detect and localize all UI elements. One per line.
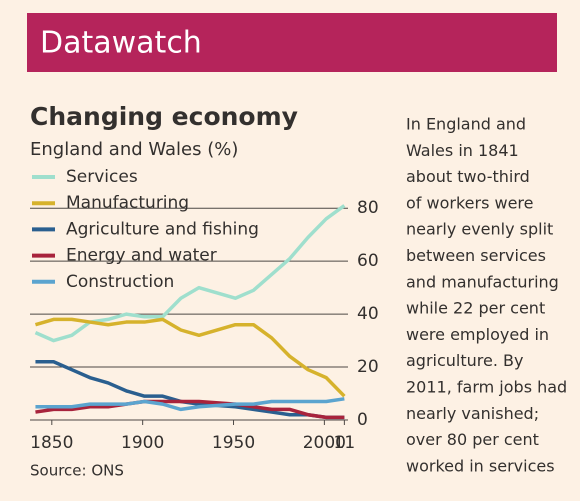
side-text-line: were employed in — [406, 325, 549, 344]
y-tick-label: 40 — [357, 304, 379, 324]
x-tick-label: 2000 — [303, 433, 346, 453]
side-text-line: about two-third — [406, 167, 530, 186]
side-text-line: Wales in 1841 — [406, 141, 519, 160]
side-text-line: worked in services — [406, 456, 555, 475]
legend-label: Energy and water — [66, 246, 217, 266]
side-text-line: 2011, farm jobs had — [406, 378, 567, 397]
side-text-line: while 22 per cent — [406, 299, 545, 318]
chart-title: Changing economy — [30, 102, 298, 131]
side-text-line: of workers were — [406, 193, 534, 212]
side-text-line: nearly evenly split — [406, 220, 553, 239]
series-line — [35, 399, 345, 420]
header-title: Datawatch — [40, 26, 202, 61]
x-tick-label: 1900 — [121, 433, 164, 453]
header-banner — [27, 13, 557, 72]
legend-label: Agriculture and fishing — [66, 219, 259, 239]
y-tick-label: 80 — [357, 198, 379, 218]
legend-label: Services — [66, 167, 138, 187]
side-text-line: over 80 per cent — [406, 430, 539, 449]
side-text-line: between services — [406, 246, 546, 265]
side-text-line: agriculture. By — [406, 351, 523, 370]
y-tick-label: 20 — [357, 357, 379, 377]
side-text-line: and manufacturing — [406, 272, 559, 291]
y-tick-label: 0 — [357, 410, 368, 430]
x-tick-label: 11 — [334, 433, 356, 453]
source: Source: ONS — [30, 462, 124, 480]
y-tick-label: 60 — [357, 251, 379, 271]
legend-label: Manufacturing — [66, 193, 189, 213]
x-tick-label: 1850 — [30, 433, 73, 453]
series-line — [34, 204, 346, 343]
side-text-line: nearly vanished; — [406, 404, 539, 423]
side-text-line: In England and — [406, 115, 526, 134]
x-tick-label: 1950 — [212, 433, 255, 453]
legend-label: Construction — [66, 272, 174, 292]
series-line — [35, 397, 345, 412]
chart-subtitle: England and Wales (%) — [30, 139, 238, 160]
series-line — [34, 317, 346, 398]
